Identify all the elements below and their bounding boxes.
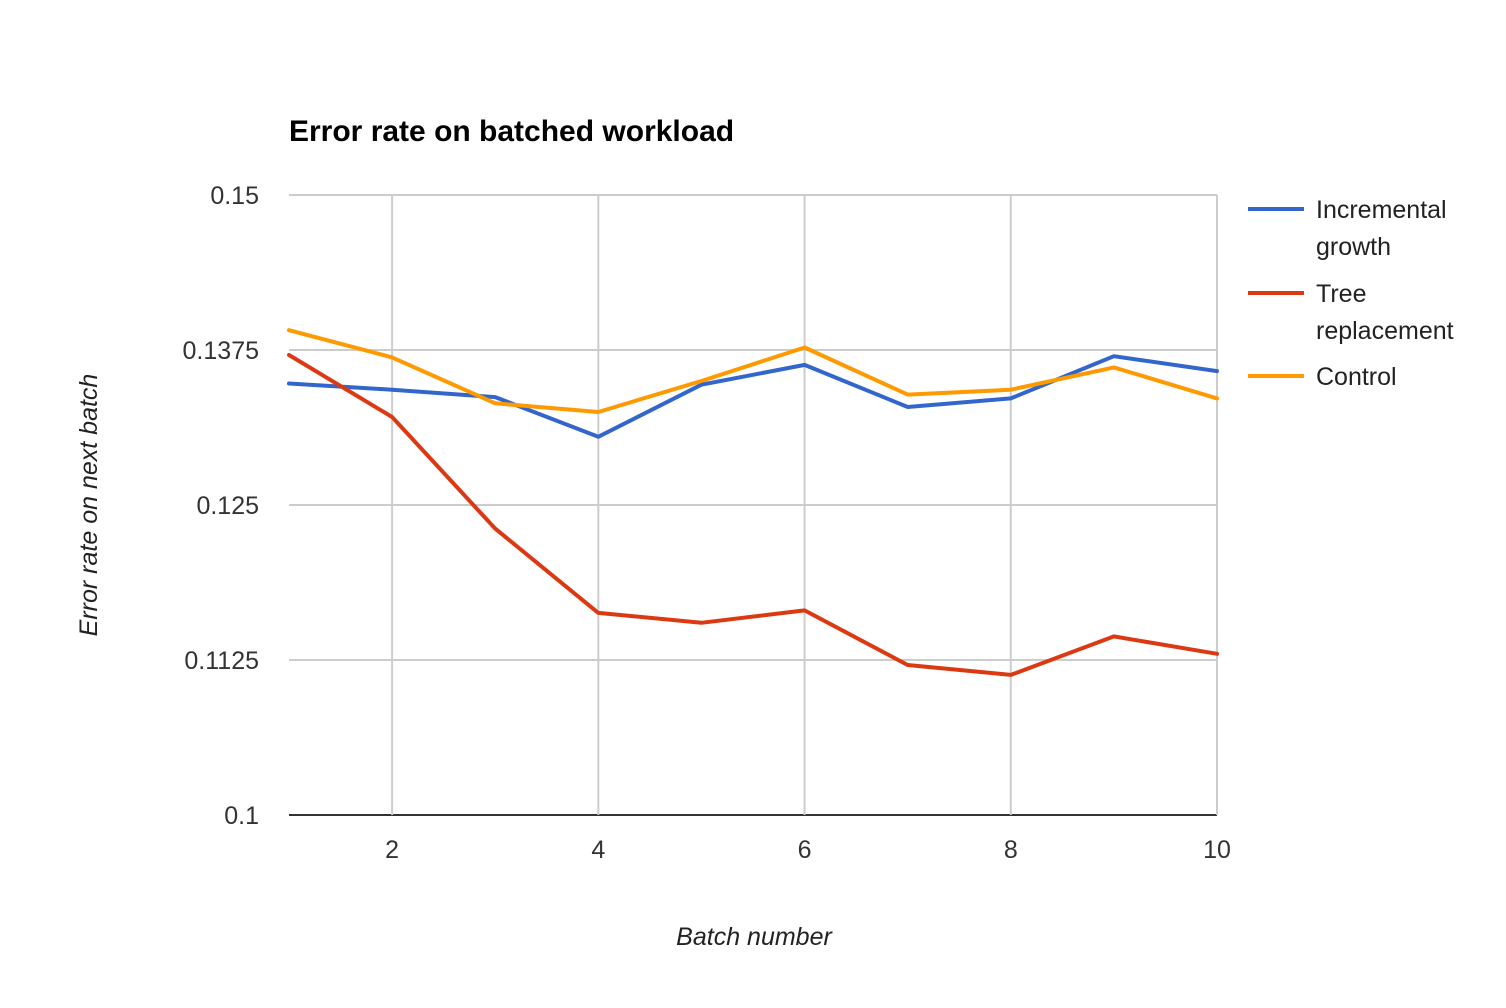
legend-item-control: Control	[1248, 363, 1397, 391]
x-tick-label: 10	[1203, 836, 1231, 864]
legend-label: Incremental	[1316, 196, 1447, 224]
legend-label: replacement	[1316, 317, 1454, 345]
gridlines	[289, 194, 1218, 816]
x-axis-title: Batch number	[676, 923, 833, 951]
y-tick-label: 0.1	[224, 802, 259, 830]
y-axis-ticks: 0.1 0.1125 0.125 0.1375 0.15	[183, 182, 259, 830]
x-tick-label: 2	[385, 836, 399, 864]
y-axis-title: Error rate on next batch	[75, 374, 103, 637]
x-tick-label: 4	[591, 836, 605, 864]
legend-item-incremental-growth: Incremental growth	[1248, 196, 1447, 261]
series-line-tree-replacement	[287, 353, 1219, 677]
series-line-control	[287, 328, 1219, 414]
legend-label: Tree	[1316, 280, 1366, 308]
series-lines	[287, 328, 1219, 677]
legend-item-tree-replacement: Tree replacement	[1248, 280, 1454, 345]
legend: Incremental growth Tree replacement Control	[1248, 196, 1454, 391]
x-axis-ticks: 2 4 6 8 10	[385, 836, 1231, 864]
legend-label: growth	[1316, 233, 1391, 261]
series-line-incremental-growth	[287, 354, 1219, 439]
y-tick-label: 0.125	[196, 492, 259, 520]
legend-label: Control	[1316, 363, 1397, 391]
y-tick-label: 0.1375	[183, 337, 259, 365]
y-tick-label: 0.1125	[184, 647, 259, 675]
x-tick-label: 6	[798, 836, 812, 864]
chart-title: Error rate on batched workload	[289, 115, 734, 148]
x-tick-label: 8	[1004, 836, 1018, 864]
y-tick-label: 0.15	[210, 182, 259, 210]
